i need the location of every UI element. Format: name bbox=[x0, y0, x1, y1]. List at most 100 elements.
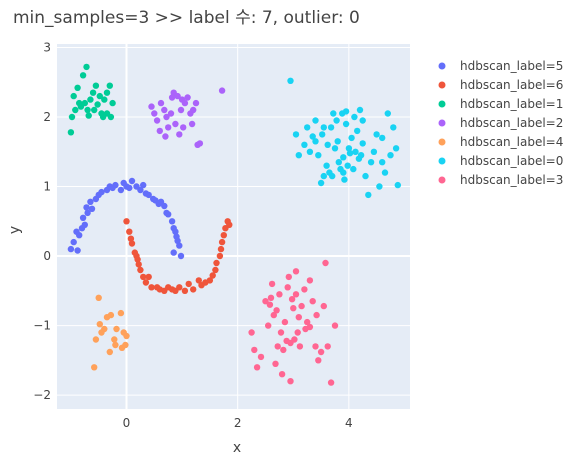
data-point bbox=[309, 298, 316, 305]
data-point bbox=[79, 72, 87, 79]
data-point bbox=[356, 106, 364, 114]
data-point bbox=[87, 96, 94, 103]
data-point bbox=[212, 266, 219, 274]
x-tick-label: 0 bbox=[123, 416, 131, 430]
data-point bbox=[272, 360, 279, 367]
x-tick-label: 4 bbox=[345, 416, 353, 430]
y-tick-label: 2 bbox=[43, 110, 51, 124]
data-point bbox=[365, 191, 372, 199]
data-point bbox=[157, 99, 165, 107]
data-point bbox=[292, 268, 300, 275]
data-point bbox=[359, 117, 366, 124]
data-point bbox=[306, 277, 314, 284]
data-point bbox=[342, 108, 350, 115]
data-point bbox=[112, 181, 119, 189]
data-point bbox=[109, 99, 116, 107]
legend-label: hdbscan_label=5 bbox=[460, 59, 563, 73]
data-point bbox=[145, 273, 152, 281]
legend-label: hdbscan_label=6 bbox=[460, 78, 563, 92]
data-point bbox=[323, 162, 330, 169]
data-point bbox=[341, 176, 348, 183]
data-point bbox=[287, 378, 294, 385]
legend-label: hdbscan_label=1 bbox=[460, 97, 563, 111]
data-point bbox=[165, 211, 172, 218]
data-point bbox=[359, 140, 366, 147]
x-tick-label: 2 bbox=[234, 416, 242, 430]
data-point bbox=[251, 346, 258, 354]
data-point bbox=[298, 302, 305, 310]
data-point bbox=[196, 140, 204, 147]
data-point bbox=[335, 159, 342, 166]
data-point bbox=[267, 294, 275, 301]
data-point bbox=[379, 134, 386, 142]
data-point bbox=[217, 245, 225, 253]
data-point bbox=[79, 214, 87, 221]
grid-lines bbox=[57, 44, 410, 409]
data-point bbox=[170, 249, 177, 256]
data-point bbox=[101, 325, 108, 333]
data-point bbox=[67, 245, 75, 253]
data-point bbox=[281, 318, 289, 326]
data-point bbox=[274, 343, 281, 350]
data-point bbox=[190, 106, 197, 114]
data-point bbox=[168, 94, 176, 101]
data-point bbox=[98, 188, 105, 196]
data-point bbox=[184, 94, 191, 101]
data-point bbox=[287, 77, 294, 85]
data-point bbox=[319, 131, 326, 138]
data-point bbox=[81, 221, 89, 228]
data-point bbox=[117, 309, 125, 317]
data-point bbox=[188, 120, 196, 128]
chart-title: min_samples=3 >> label 수: 7, outlier: 0 bbox=[13, 8, 360, 28]
data-point bbox=[96, 92, 104, 100]
tick-labels: 0 2 4 −2 −1 0 1 2 3 bbox=[33, 40, 352, 430]
data-point bbox=[106, 348, 114, 356]
data-point bbox=[85, 112, 92, 119]
legend-label: hdbscan_label=0 bbox=[460, 154, 563, 168]
data-point bbox=[145, 191, 152, 199]
legend-marker bbox=[438, 81, 446, 89]
data-point bbox=[331, 322, 339, 329]
data-point bbox=[216, 252, 224, 260]
data-point bbox=[292, 291, 300, 298]
data-point bbox=[111, 336, 118, 343]
data-point bbox=[163, 113, 170, 121]
data-point bbox=[306, 323, 314, 331]
data-point bbox=[317, 179, 325, 187]
data-point bbox=[126, 184, 133, 192]
data-point bbox=[103, 89, 111, 96]
data-point bbox=[296, 343, 304, 350]
data-point bbox=[128, 177, 136, 185]
data-point bbox=[387, 152, 394, 159]
data-point bbox=[153, 117, 161, 124]
data-point bbox=[351, 113, 358, 121]
data-point bbox=[128, 240, 136, 247]
data-point bbox=[327, 124, 335, 131]
data-point bbox=[392, 145, 400, 152]
data-point bbox=[72, 106, 79, 114]
data-point bbox=[330, 110, 337, 117]
data-point bbox=[195, 277, 202, 284]
legend-label: hdbscan_label=4 bbox=[460, 135, 563, 149]
legend-marker bbox=[438, 176, 446, 184]
legend-marker bbox=[438, 62, 446, 70]
data-point bbox=[320, 172, 327, 180]
data-point bbox=[367, 159, 375, 166]
data-point bbox=[96, 321, 104, 328]
data-point bbox=[257, 353, 265, 361]
data-point bbox=[81, 99, 89, 107]
data-point bbox=[148, 103, 155, 110]
data-point bbox=[89, 89, 97, 96]
data-point bbox=[390, 124, 397, 131]
data-point bbox=[172, 120, 179, 128]
legend-label: hdbscan_label=2 bbox=[460, 116, 563, 130]
data-point bbox=[280, 346, 287, 354]
data-point bbox=[140, 273, 147, 281]
data-point bbox=[156, 127, 163, 135]
data-point bbox=[327, 379, 335, 386]
data-point bbox=[288, 296, 296, 303]
data-point bbox=[266, 301, 274, 308]
data-points bbox=[67, 63, 401, 386]
data-point bbox=[174, 237, 181, 244]
data-point bbox=[340, 154, 347, 161]
